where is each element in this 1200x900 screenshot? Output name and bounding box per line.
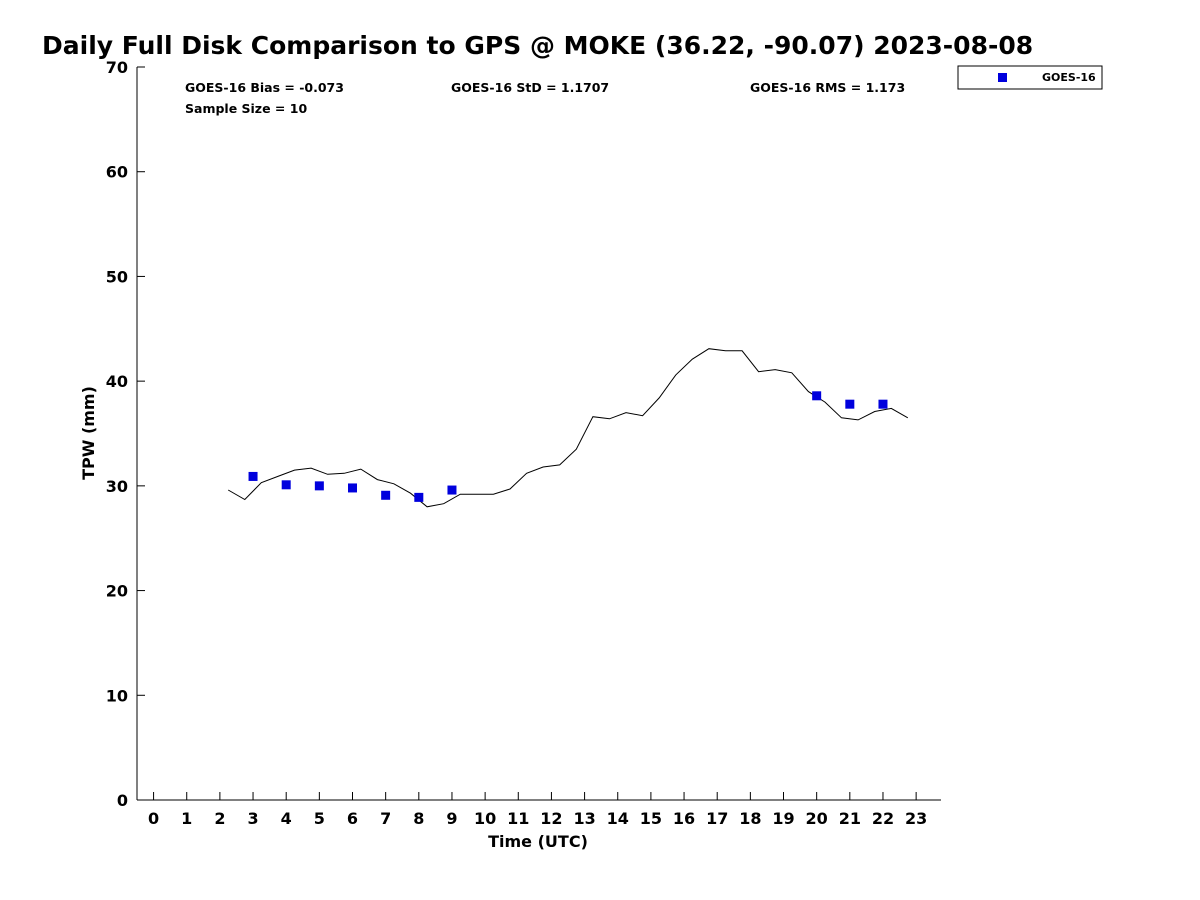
x-tick-label: 3 [247,809,258,828]
x-tick-label: 17 [706,809,728,828]
gps-tpw-line [227,348,909,508]
x-tick-label: 22 [872,809,894,828]
y-tick-label: 30 [106,477,128,496]
goes16-point [281,480,291,490]
x-tick-label: 8 [413,809,424,828]
legend-marker-goes16 [998,73,1007,82]
x-tick-label: 18 [739,809,761,828]
x-tick-label: 16 [673,809,695,828]
sample-size-stat: Sample Size = 10 [185,101,307,116]
bias-stat: GOES-16 Bias = -0.073 [185,80,344,95]
x-tick-label: 9 [446,809,457,828]
y-tick-label: 40 [106,372,128,391]
x-tick-label: 10 [474,809,496,828]
goes16-point [414,492,424,502]
x-tick-label: 23 [905,809,927,828]
y-tick-label: 20 [106,582,128,601]
series-layer [227,348,909,508]
goes16-point [348,483,358,493]
y-axis-label: TPW (mm) [79,386,98,480]
goes16-point [447,485,457,495]
goes16-point [248,471,258,481]
y-tick-label: 60 [106,163,128,182]
x-tick-label: 13 [573,809,595,828]
x-tick-label: 0 [148,809,159,828]
y-ticks: 0 10 20 30 40 50 60 70 [106,58,145,810]
x-tick-label: 20 [806,809,828,828]
x-tick-label: 7 [380,809,391,828]
x-tick-label: 6 [347,809,358,828]
y-tick-label: 0 [117,791,128,810]
x-tick-label: 14 [607,809,629,828]
x-tick-label: 1 [181,809,192,828]
x-tick-label: 5 [314,809,325,828]
rms-stat: GOES-16 RMS = 1.173 [750,80,905,95]
y-tick-label: 50 [106,267,128,286]
goes16-point [381,490,391,500]
x-tick-label: 2 [214,809,225,828]
goes16-point [314,481,324,491]
y-tick-label: 70 [106,58,128,77]
goes16-point [845,399,855,409]
x-ticks: 0 1 2 3 4 5 6 7 8 9 10 11 12 13 14 15 16 17 18 19 20 21 22 23 [148,792,927,828]
x-tick-label: 19 [772,809,794,828]
x-axis-label: Time (UTC) [488,832,588,851]
legend-box [957,65,1103,90]
y-tick-label: 10 [106,686,128,705]
x-tick-label: 11 [507,809,529,828]
legend-label-goes16: GOES-16 [1042,71,1096,84]
goes16-point [812,391,822,401]
x-tick-label: 15 [640,809,662,828]
x-tick-label: 4 [281,809,292,828]
legend: GOES-16 [957,65,1103,90]
x-tick-label: 12 [540,809,562,828]
plot-axes [136,67,941,801]
chart-title: Daily Full Disk Comparison to GPS @ MOKE… [42,31,1033,60]
goes16-point [878,399,888,409]
std-stat: GOES-16 StD = 1.1707 [451,80,609,95]
x-tick-label: 21 [839,809,861,828]
